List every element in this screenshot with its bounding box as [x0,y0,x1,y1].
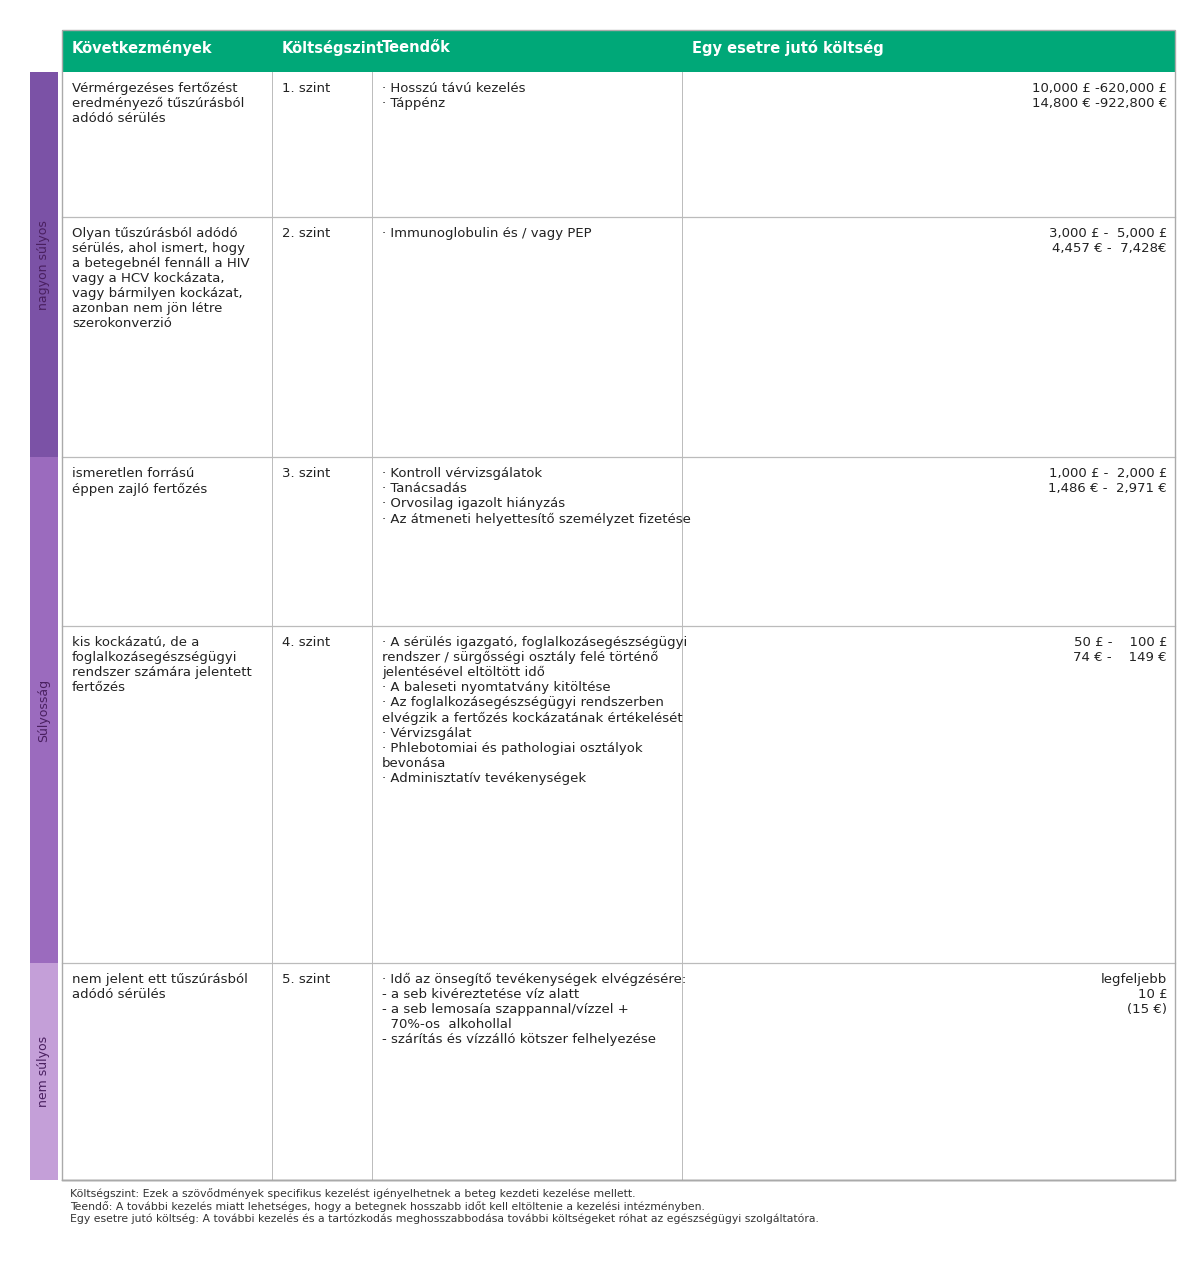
Text: 5. szint: 5. szint [282,973,330,987]
Text: 1,000 £ -  2,000 £
1,486 € -  2,971 €: 1,000 £ - 2,000 £ 1,486 € - 2,971 € [1049,468,1166,496]
Text: 50 £ -    100 £
74 € -    149 €: 50 £ - 100 £ 74 € - 149 € [1073,636,1166,664]
Text: · Immunoglobulin és / vagy PEP: · Immunoglobulin és / vagy PEP [382,227,592,240]
Bar [30,963,58,1179]
Bar [62,458,1175,626]
Text: · A sérülés igazgató, foglalkozásegészségügyi
rendszer / sürgősségi osztály felé: · A sérülés igazgató, foglalkozásegészsé… [382,636,688,784]
Bar [62,71,1175,217]
Text: nem jelent ett tűszúrásból
adódó sérülés: nem jelent ett tűszúrásból adódó sérülés [72,973,248,1001]
Bar [62,31,272,71]
Text: legfeljebb
10 £
(15 €): legfeljebb 10 £ (15 €) [1100,973,1166,1016]
Text: nem súlyos: nem súlyos [37,1037,50,1107]
Text: 10,000 £ -620,000 £
14,800 € -922,800 €: 10,000 £ -620,000 £ 14,800 € -922,800 € [1032,82,1166,110]
Bar [682,31,1175,71]
Text: Teendők: Teendők [382,40,451,55]
Bar [272,31,372,71]
Text: ismeretlen forrású
éppen zajló fertőzés: ismeretlen forrású éppen zajló fertőzés [72,468,208,496]
Text: 3,000 £ -  5,000 £
4,457 € -  7,428€: 3,000 £ - 5,000 £ 4,457 € - 7,428€ [1049,227,1166,255]
Text: Súlyosság: Súlyosság [37,678,50,742]
Text: 2. szint: 2. szint [282,227,330,240]
Text: · Idő az önsegítő tevékenységek elvégzésére:
- a seb kivéreztetése víz alatt
- a: · Idő az önsegítő tevékenységek elvégzés… [382,973,686,1047]
Text: Költségszint: Költségszint [282,40,384,56]
Text: 4. szint: 4. szint [282,636,330,649]
Bar [62,963,1175,1179]
Text: Következmények: Következmények [72,40,212,56]
Bar [62,217,1175,458]
Text: Vérmérgezéses fertőzést
eredményező tűszúrásból
adódó sérülés: Vérmérgezéses fertőzést eredményező tűsz… [72,82,245,125]
Text: · Kontroll vérvizsgálatok
· Tanácsadás
· Orvosilag igazolt hiányzás
· Az átmenet: · Kontroll vérvizsgálatok · Tanácsadás ·… [382,468,691,525]
Text: Költségszint: Ezek a szövődmények specifikus kezelést igényelhetnek a beteg kezd: Költségszint: Ezek a szövődmények specif… [70,1188,818,1224]
Text: nagyon súlyos: nagyon súlyos [37,219,50,310]
Text: Olyan tűszúrásból adódó
sérülés, ahol ismert, hogy
a betegebnél fennáll a HIV
va: Olyan tűszúrásból adódó sérülés, ahol is… [72,227,250,329]
Text: 3. szint: 3. szint [282,468,330,481]
Text: Egy esetre jutó költség: Egy esetre jutó költség [692,40,883,56]
Bar [62,626,1175,963]
Bar [30,71,58,458]
Text: · Hosszú távú kezelés
· Táppénz: · Hosszú távú kezelés · Táppénz [382,82,526,110]
Bar [30,458,58,963]
Bar [372,31,682,71]
Text: 1. szint: 1. szint [282,82,330,96]
Text: kis kockázatú, de a
foglalkozásegészségügyi
rendszer számára jelentett
fertőzés: kis kockázatú, de a foglalkozásegészségü… [72,636,252,694]
